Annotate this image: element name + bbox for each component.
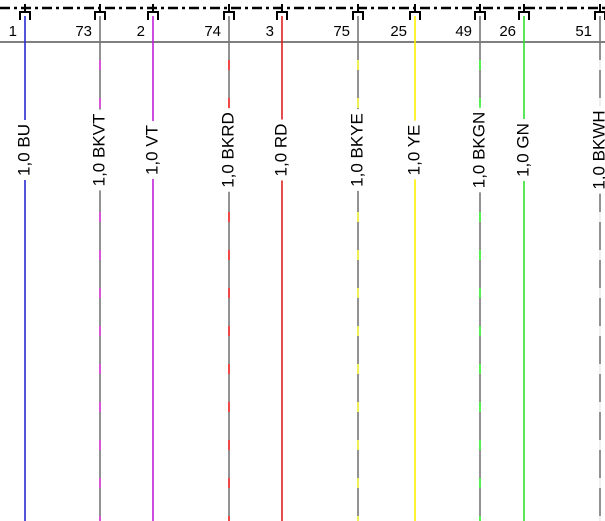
wire-label-group: 1,0 BKYE xyxy=(346,109,368,191)
label-background xyxy=(468,107,490,193)
label-background xyxy=(217,108,239,192)
wire-label: 1,0 BKGN xyxy=(469,112,488,189)
label-background xyxy=(512,119,534,181)
wire-label-group: 1,0 BKRD xyxy=(217,108,239,192)
label-background xyxy=(403,120,425,180)
wire-label: 1,0 GN xyxy=(513,123,532,177)
wire-label: 1,0 BU xyxy=(14,124,33,176)
wire-label-group: 1,0 BKGN xyxy=(468,107,490,193)
label-background xyxy=(88,109,110,191)
connector-terminal xyxy=(518,4,530,20)
wire-label: 1,0 BKVT xyxy=(89,114,108,187)
wire-label-group: 1,0 BKVT xyxy=(88,109,110,191)
connector-terminal xyxy=(474,4,486,20)
pin-number: 75 xyxy=(333,23,350,40)
pin-number: 49 xyxy=(455,23,472,40)
wire-label-group: 1,0 GN xyxy=(512,119,534,181)
connector-terminal xyxy=(223,4,235,20)
label-background xyxy=(346,109,368,191)
connector-terminal xyxy=(352,4,364,20)
connector-terminal xyxy=(276,4,288,20)
wire-label: 1,0 VT xyxy=(142,125,161,175)
wire-label-group: 1,0 BKWH xyxy=(588,106,605,194)
pin-number: 2 xyxy=(137,23,145,40)
label-background xyxy=(588,106,605,194)
wire-label-group: 1,0 VT xyxy=(141,120,163,180)
wire-label: 1,0 YE xyxy=(404,125,423,176)
pin-number: 1 xyxy=(9,23,17,40)
label-background xyxy=(270,119,292,181)
pin-number: 73 xyxy=(75,23,92,40)
label-background xyxy=(13,120,35,180)
connector-terminal xyxy=(594,4,605,20)
connector-terminal xyxy=(94,4,106,20)
connector-terminal xyxy=(147,4,159,20)
wire-label: 1,0 BKYE xyxy=(347,113,366,187)
wire-label: 1,0 BKRD xyxy=(218,112,237,188)
pin-number: 51 xyxy=(575,23,592,40)
pin-number: 25 xyxy=(390,23,407,40)
pin-number: 74 xyxy=(204,23,221,40)
wire-label-group: 1,0 RD xyxy=(270,119,292,181)
pin-number: 26 xyxy=(499,23,516,40)
wire-label-group: 1,0 YE xyxy=(403,120,425,180)
wire-label: 1,0 RD xyxy=(271,124,290,177)
wire-label: 1,0 BKWH xyxy=(589,110,605,189)
wire-label-group: 1,0 BU xyxy=(13,120,35,180)
connector-terminal xyxy=(19,4,31,20)
label-background xyxy=(141,120,163,180)
pin-number: 3 xyxy=(266,23,274,40)
connector-terminal xyxy=(409,4,421,20)
